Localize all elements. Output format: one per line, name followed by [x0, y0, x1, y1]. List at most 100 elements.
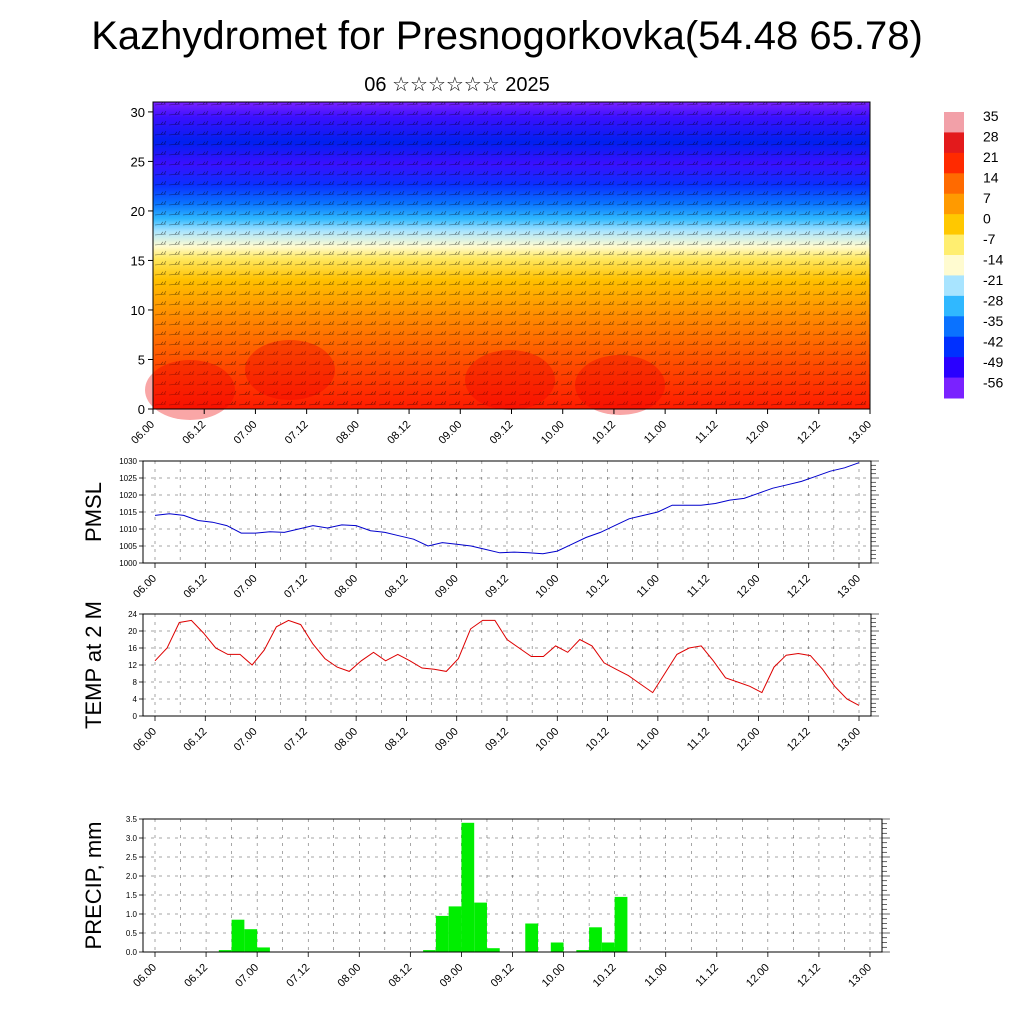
precip-bar	[474, 902, 487, 952]
x-tick-label: 06.00	[131, 962, 159, 990]
x-tick-label: 09.00	[436, 419, 464, 447]
x-tick-label: 12.12	[795, 962, 823, 990]
wind-barbs-overlay	[153, 102, 870, 409]
x-tick-label: 07.12	[284, 962, 312, 990]
x-tick-label: 11.00	[642, 419, 669, 446]
colorbar-swatch	[944, 173, 964, 195]
x-tick-label: 06.00	[131, 726, 159, 754]
x-tick-label: 08.00	[332, 726, 360, 754]
x-tick-label: 09.00	[433, 726, 461, 754]
y-tick-label: 10	[131, 303, 145, 318]
y-tick-label: 0	[138, 402, 145, 417]
x-tick-label: 07.00	[232, 419, 260, 447]
precip-chart: 0.0 0.5 1.0 1.5 2.0 2.5 3.0 3.5 06.00 06.12 07.00 0…	[81, 815, 890, 990]
precip-bar	[257, 947, 270, 952]
y-axis-label: PRECIP, mm	[81, 822, 106, 950]
x-tick-label: 08.12	[383, 573, 411, 601]
x-tick-label: 11.12	[685, 573, 712, 600]
colorbar-label: 0	[983, 211, 991, 227]
warm-core	[245, 340, 335, 400]
y-tick-label: 1010	[119, 525, 137, 534]
x-tick-label: 13.00	[846, 419, 874, 447]
x-tick-label: 09.00	[433, 573, 461, 601]
colorbar-swatch	[944, 255, 964, 276]
x-tick-label: 12.12	[785, 726, 813, 754]
x-tick-label: 09.12	[483, 726, 511, 754]
y-axis-label: PMSL	[81, 482, 106, 542]
x-tick-label: 09.12	[489, 962, 517, 990]
x-tick-label: 08.00	[335, 962, 363, 990]
cross-section-y-axis: 0 5 10 15 20 25 30	[131, 105, 153, 417]
precip-bar	[576, 950, 590, 952]
y-tick-label: 0.5	[126, 929, 138, 938]
warm-cores	[145, 340, 665, 420]
x-tick-label: 11.00	[635, 726, 662, 753]
y-tick-label: 3.0	[126, 834, 138, 843]
colorbar-swatch	[944, 377, 964, 399]
precip-bar	[525, 923, 539, 952]
colorbar-label: -42	[983, 334, 1003, 350]
colorbar-swatch	[944, 234, 964, 256]
x-tick-label: 10.00	[533, 573, 561, 601]
x-tick-label: 10.12	[590, 419, 618, 447]
colorbar-swatch	[944, 275, 964, 297]
precip-bar	[550, 942, 564, 952]
y-tick-label: 1025	[119, 474, 137, 483]
precip-bar	[448, 906, 462, 952]
y-tick-label: 1.5	[126, 891, 138, 900]
x-tick-label: 08.12	[383, 726, 411, 754]
x-tick-label: 06.12	[181, 726, 209, 754]
x-tick-label: 06.12	[181, 573, 209, 601]
x-tick-label: 10.12	[584, 573, 612, 601]
y-tick-label: 20	[131, 204, 145, 219]
x-tick-label: 07.12	[282, 726, 310, 754]
page-title: Kazhydromet for Presnogorkovka(54.48 65.…	[91, 14, 923, 58]
colorbar-label: -7	[983, 231, 996, 247]
y-tick-label: 3.5	[126, 815, 138, 824]
y-tick-label: 1005	[119, 542, 137, 551]
x-tick-label: 07.00	[232, 726, 260, 754]
colorbar-swatch	[944, 112, 964, 133]
precip-bar	[435, 915, 449, 952]
x-tick-label: 10.00	[539, 419, 567, 447]
y-tick-label: 1030	[119, 457, 137, 466]
precip-bar	[614, 896, 628, 952]
colorbar-label: -14	[983, 252, 1003, 268]
x-tick-label: 13.00	[835, 573, 863, 601]
x-tick-label: 12.00	[735, 726, 763, 754]
x-tick-label: 12.12	[785, 573, 813, 601]
colorbar-swatch	[944, 152, 964, 174]
precip-bar	[244, 929, 258, 952]
x-tick-label: 09.12	[483, 573, 511, 601]
y-tick-label: 1.0	[126, 910, 138, 919]
colorbar-label: -28	[983, 293, 1003, 309]
x-tick-label: 10.00	[533, 726, 561, 754]
colorbar-label: 28	[983, 129, 999, 145]
page-subtitle: 06 ☆☆☆☆☆☆ 2025	[364, 74, 550, 96]
precip-bar	[423, 950, 436, 952]
colorbar-label: -56	[983, 375, 1003, 391]
colorbar-label: -35	[983, 313, 1003, 329]
precip-bar	[601, 942, 615, 952]
y-tick-label: 25	[131, 154, 145, 169]
y-tick-label: 24	[128, 610, 137, 619]
warm-core	[465, 350, 555, 410]
pmsl-chart: 1000 1005 1010 1015 1020 1025 1030 06.00 06.12 07…	[81, 457, 879, 601]
y-tick-label: 2.5	[126, 853, 138, 862]
y-tick-label: 20	[128, 627, 137, 636]
x-tick-label: 12.00	[744, 419, 772, 447]
colorbar-swatch	[944, 132, 964, 154]
y-tick-label: 2.0	[126, 872, 138, 881]
x-tick-label: 08.12	[385, 419, 413, 447]
x-tick-label: 11.12	[694, 962, 721, 989]
warm-core	[575, 355, 665, 415]
x-tick-label: 09.12	[488, 419, 516, 447]
colorbar-swatch	[944, 193, 964, 215]
y-tick-label: 4	[133, 695, 138, 704]
precip-bar	[231, 919, 245, 952]
x-tick-label: 08.00	[332, 573, 360, 601]
x-tick-label: 11.00	[635, 573, 662, 600]
x-tick-label: 07.12	[282, 573, 310, 601]
x-tick-label: 06.00	[131, 573, 159, 601]
y-tick-label: 1000	[119, 559, 137, 568]
